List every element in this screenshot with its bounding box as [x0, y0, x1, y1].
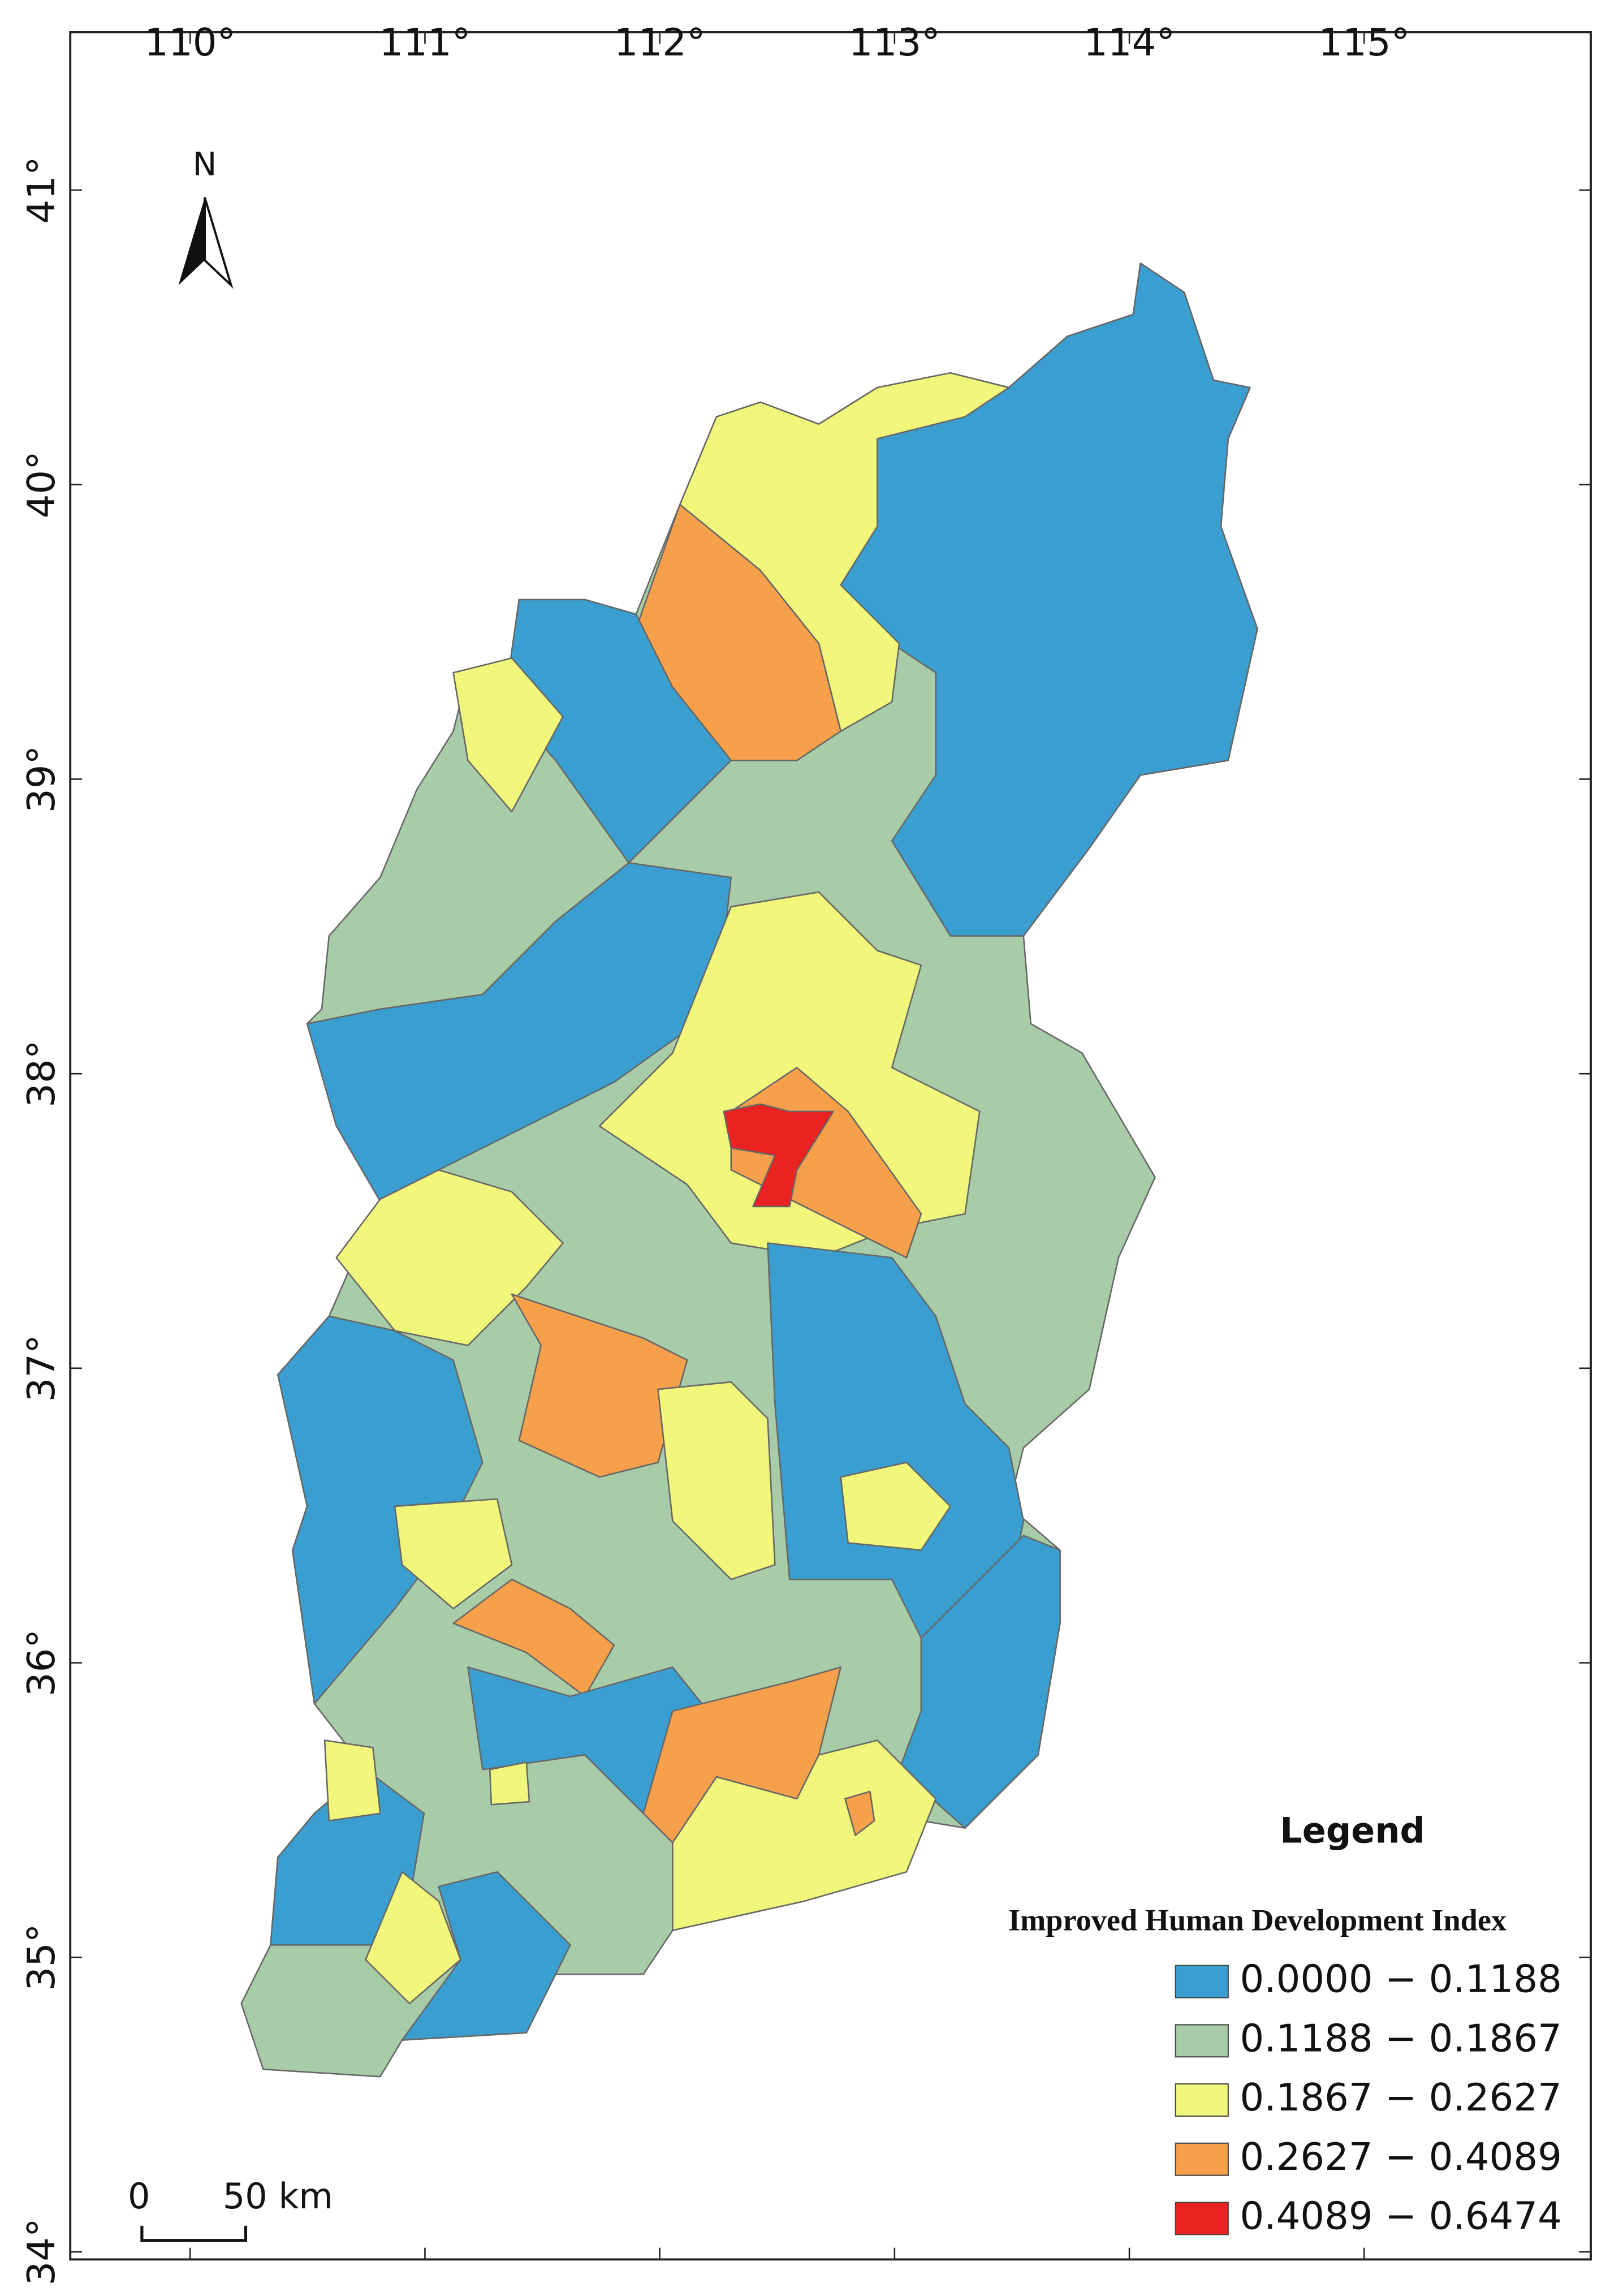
- legend-swatch: [1175, 1965, 1229, 1998]
- region: [840, 1462, 951, 1551]
- region: [657, 1381, 776, 1580]
- lat-tick-label: 37°: [19, 1334, 63, 1402]
- legend-label: 0.1188 − 0.1867: [1240, 2016, 1562, 2060]
- north-label: N: [193, 146, 217, 183]
- legend-label: 0.4089 − 0.6474: [1240, 2194, 1562, 2238]
- scale-bar: 0 50 km: [128, 2176, 333, 2242]
- region: [365, 1871, 461, 2005]
- province: [240, 262, 1258, 2078]
- region: [723, 1103, 835, 1208]
- region: [898, 1535, 1061, 1829]
- region: [401, 1871, 571, 2041]
- lat-tick-label: 41°: [19, 157, 63, 224]
- lat-tick-label: 39°: [19, 746, 63, 813]
- lat-tick-label: 38°: [19, 1040, 63, 1108]
- lat-tick-label: 35°: [19, 1924, 63, 1991]
- legend-swatch: [1175, 2024, 1229, 2058]
- region: [452, 657, 564, 813]
- lat-tick-label: 36°: [19, 1629, 63, 1696]
- region: [335, 1169, 564, 1346]
- scale-line: [140, 2225, 248, 2242]
- legend-subtitle: Improved Human Development Index: [1008, 1903, 1507, 1937]
- scale-start: 0: [128, 2176, 150, 2217]
- legend-label: 0.1867 − 0.2627: [1240, 2075, 1562, 2120]
- region: [452, 1578, 615, 1698]
- graticule: 110° 111° 112° 113° 114° 115°34°35°36°37°38°3…: [19, 20, 1591, 2285]
- north-arrow: [204, 197, 234, 289]
- legend-title: Legend: [1280, 1810, 1425, 1851]
- region: [844, 1790, 875, 1836]
- region: [323, 1739, 381, 1822]
- region: [394, 1498, 513, 1610]
- region: [840, 262, 1258, 937]
- legend-label: 0.0000 − 0.1188: [1240, 1957, 1562, 2001]
- legend-label: 0.2627 − 0.4089: [1240, 2135, 1562, 2179]
- legend-swatch: [1175, 2083, 1229, 2117]
- lat-tick-label: 40°: [19, 451, 63, 518]
- region: [489, 1761, 530, 1806]
- region: [511, 1293, 688, 1478]
- legend: 0.0000 − 0.1188 0.1188 − 0.1867 0.1867 − 0…: [1175, 1957, 1562, 2238]
- lat-tick-label: 34°: [19, 2218, 63, 2285]
- scale-end: 50 km: [223, 2176, 333, 2217]
- legend-swatch: [1175, 2142, 1229, 2176]
- region: [672, 1739, 937, 1931]
- legend-swatch: [1175, 2202, 1229, 2235]
